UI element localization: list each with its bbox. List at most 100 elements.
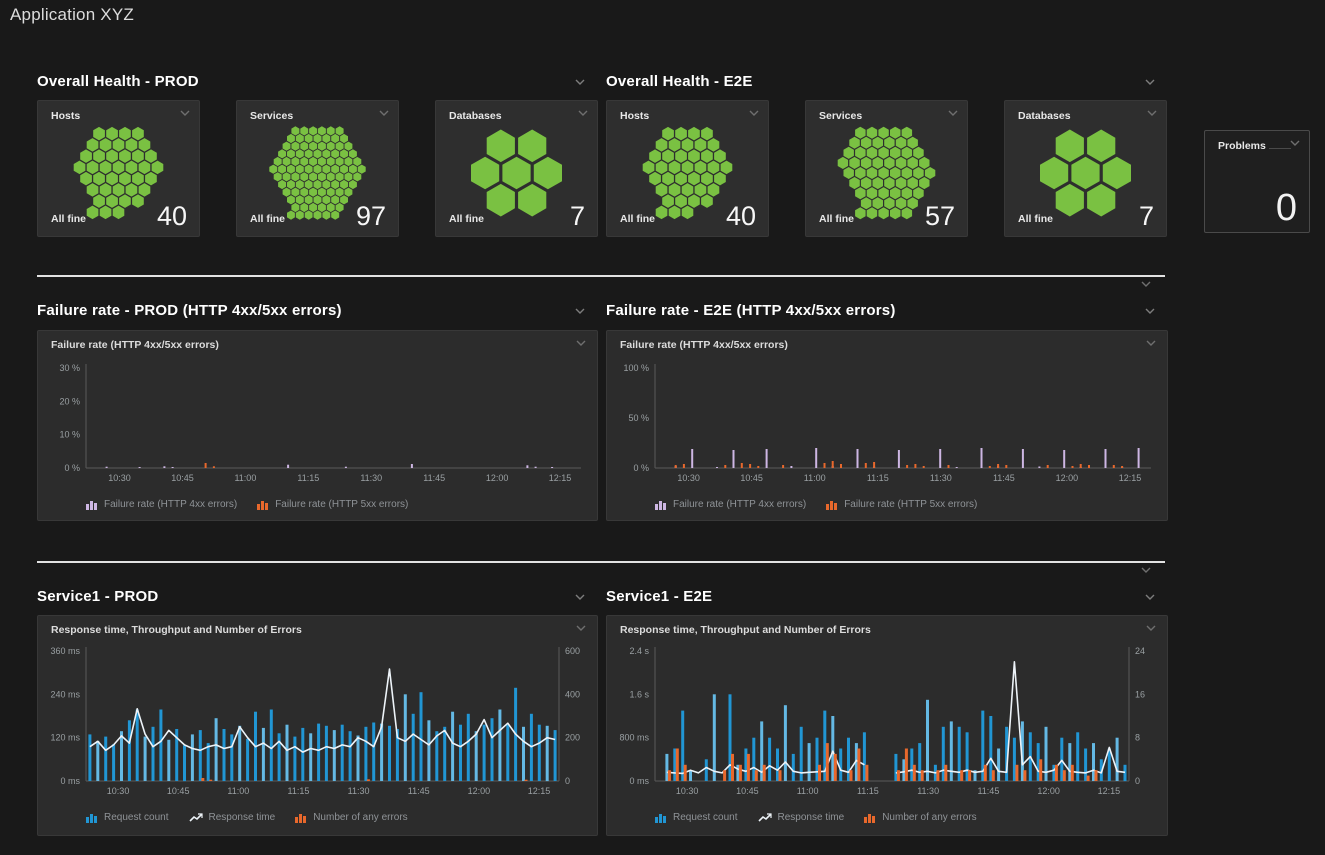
hexagon [907, 177, 918, 190]
honeycomb-chart[interactable] [237, 125, 398, 221]
honeycomb-chart[interactable] [607, 125, 768, 221]
hexagon [668, 138, 681, 152]
chevron-down-icon[interactable] [574, 307, 586, 315]
hexagon [335, 172, 344, 182]
hexagon [278, 149, 287, 159]
hexagon [675, 194, 687, 208]
hexagon [919, 177, 930, 190]
hexagon [1055, 183, 1084, 217]
chart-tile-failure-prod[interactable]: Failure rate (HTTP 4xx/5xx errors) 30 % 2… [37, 330, 598, 521]
x-axis-label: 10:30 [676, 786, 699, 796]
health-tile-hosts-e2e[interactable]: Hosts All fine 40 [606, 100, 769, 237]
x-axis-label: 10:45 [171, 473, 194, 483]
legend-item[interactable]: Request count [655, 812, 738, 823]
x-axis-label: 11:15 [867, 473, 889, 483]
chevron-down-icon[interactable] [574, 593, 586, 601]
chart-tile-failure-e2e[interactable]: Failure rate (HTTP 4xx/5xx errors) 100 %… [606, 330, 1168, 521]
hexagon [309, 202, 318, 213]
chevron-down-icon[interactable] [1145, 624, 1157, 632]
hexagon [112, 205, 125, 220]
hexagon [106, 149, 118, 163]
chevron-down-icon[interactable] [179, 109, 191, 117]
hexagon [675, 126, 687, 141]
y-axis-label: 20 % [59, 396, 80, 406]
x-axis-label: 12:15 [528, 786, 551, 796]
chevron-down-icon[interactable] [575, 624, 587, 632]
legend-item[interactable]: Response time [188, 812, 275, 823]
chart-plot[interactable]: 360 ms 240 ms 120 ms 0 ms 600 400 200 0 10:30 10:… [38, 616, 597, 835]
honeycomb-chart[interactable] [436, 125, 597, 221]
hexagon [860, 197, 872, 210]
chevron-down-icon[interactable] [748, 109, 760, 117]
hexagon [93, 126, 105, 141]
problems-tile[interactable]: Problems 0 [1204, 130, 1310, 233]
chevron-down-icon[interactable] [378, 109, 390, 117]
honeycomb-chart[interactable] [1005, 125, 1166, 221]
hexagon [304, 210, 313, 220]
y-axis-label: 50 % [628, 413, 649, 423]
honeycomb-chart[interactable] [38, 125, 199, 221]
legend-item[interactable]: Failure rate (HTTP 5xx errors) [257, 499, 408, 510]
chevron-down-icon[interactable] [1144, 307, 1156, 315]
legend-item[interactable]: Response time [757, 812, 844, 823]
legend-item[interactable]: Request count [86, 812, 169, 823]
tile-label: Hosts [51, 110, 81, 122]
health-tile-databases-prod[interactable]: Databases All fine 7 [435, 100, 598, 237]
hexagon [655, 205, 668, 220]
chart-legend: Failure rate (HTTP 4xx errors) Failure ra… [86, 499, 408, 510]
hexagon [326, 187, 335, 197]
hexagon [331, 195, 340, 205]
hexagon [860, 156, 872, 169]
hexagon [353, 172, 362, 182]
legend-item[interactable]: Number of any errors [864, 812, 977, 823]
hexagon [331, 210, 340, 220]
chevron-down-icon[interactable] [1144, 593, 1156, 601]
hexagon [335, 141, 344, 151]
hexagon [304, 179, 313, 190]
y-axis-right-label: 600 [565, 646, 580, 656]
hexagon [919, 156, 930, 169]
hexagon [890, 126, 901, 139]
hexagon [331, 179, 340, 190]
legend-label: Request count [104, 812, 169, 823]
hexagon [348, 179, 357, 190]
chevron-down-icon[interactable] [1146, 109, 1158, 117]
legend-item[interactable]: Number of any errors [295, 812, 408, 823]
hexagon [295, 164, 304, 174]
section-header-service1-prod: Service1 - PROD [37, 588, 159, 605]
hexagon [93, 171, 105, 186]
hexagon [291, 141, 300, 151]
honeycomb-chart[interactable] [806, 125, 967, 221]
legend-item[interactable]: Failure rate (HTTP 4xx errors) [86, 499, 237, 510]
hexagon [326, 156, 335, 167]
hexagon [291, 156, 300, 167]
section-collapse-chevron-icon[interactable] [1140, 566, 1152, 574]
chevron-down-icon[interactable] [574, 78, 586, 86]
chevron-down-icon[interactable] [1145, 339, 1157, 347]
chevron-down-icon[interactable] [1289, 139, 1301, 147]
health-tile-services-prod[interactable]: Services All fine 97 [236, 100, 399, 237]
hexagon [866, 167, 878, 179]
hexagon [348, 164, 357, 174]
hexagon [340, 179, 348, 190]
chart-plot[interactable]: 100 % 50 % 0 % 10:30 10:45 11:00 11:15 11:30 11:… [607, 331, 1167, 520]
hexagon [353, 156, 362, 167]
chart-plot[interactable]: 30 % 20 % 10 % 0 % 10:30 10:45 11:00 11:15 11:30… [38, 331, 597, 520]
hexagon [895, 136, 907, 149]
y-axis-label: 0 % [64, 463, 80, 473]
legend-item[interactable]: Failure rate (HTTP 5xx errors) [826, 499, 977, 510]
chart-tile-service1-prod[interactable]: Response time, Throughput and Number of … [37, 615, 598, 836]
chevron-down-icon[interactable] [947, 109, 959, 117]
chevron-down-icon[interactable] [1144, 78, 1156, 86]
health-tile-hosts-prod[interactable]: Hosts All fine 40 [37, 100, 200, 237]
chart-plot[interactable]: 2.4 s 1.6 s 800 ms 0 ms 24 16 8 0 10:30 10:45 11:0… [607, 616, 1167, 835]
chart-tile-service1-e2e[interactable]: Response time, Throughput and Number of … [606, 615, 1168, 836]
legend-item[interactable]: Failure rate (HTTP 4xx errors) [655, 499, 806, 510]
health-tile-services-e2e[interactable]: Services All fine 57 [805, 100, 968, 237]
chevron-down-icon[interactable] [577, 109, 589, 117]
section-collapse-chevron-icon[interactable] [1140, 280, 1152, 288]
tile-status: All fine [620, 213, 656, 225]
health-tile-databases-e2e[interactable]: Databases All fine 7 [1004, 100, 1167, 237]
chevron-down-icon[interactable] [575, 339, 587, 347]
